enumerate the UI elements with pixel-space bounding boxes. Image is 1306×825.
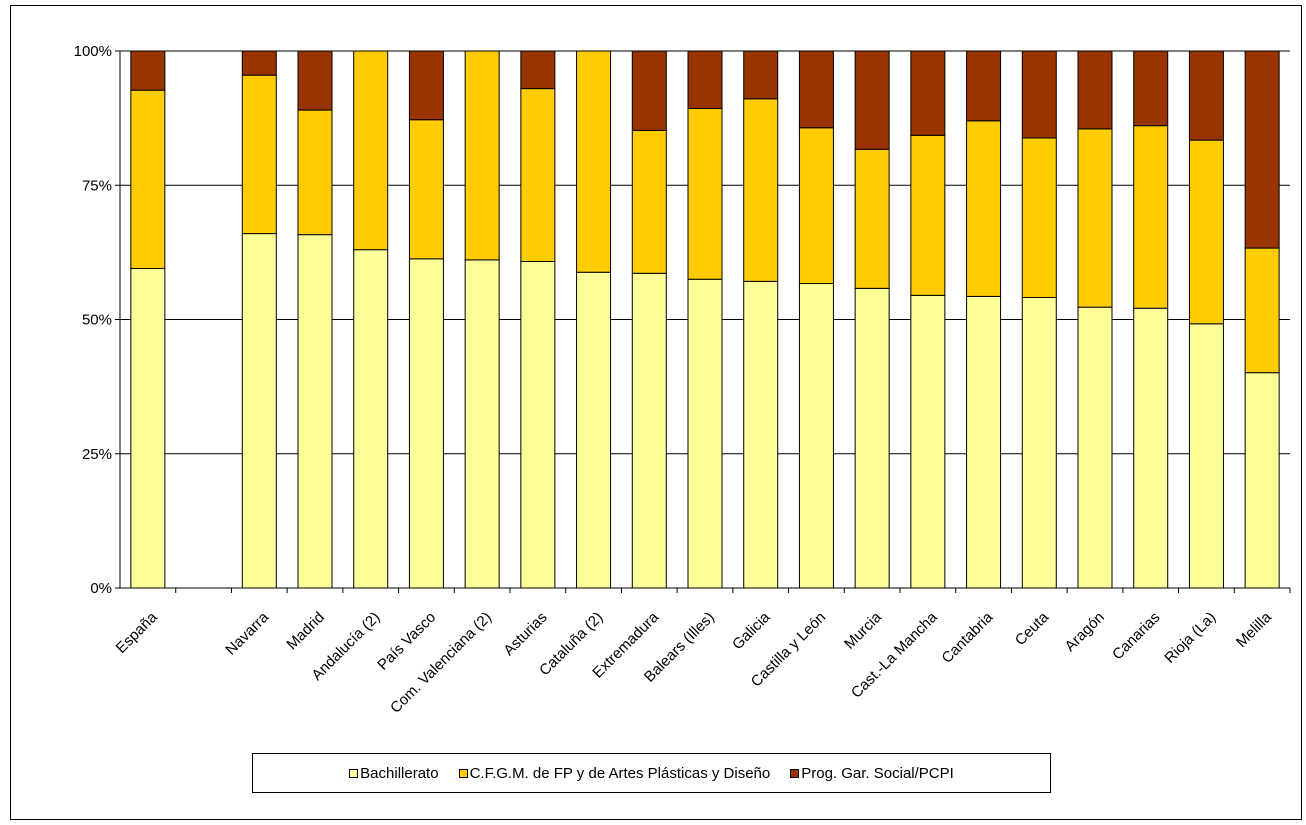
- x-tick-label: Ceuta: [1012, 608, 1053, 649]
- bar-segment-pcpi: [631, 50, 667, 131]
- bar-segment-cfgm: [353, 50, 389, 251]
- bar-segment-cfgm: [687, 107, 723, 280]
- y-axis-ticks: 0% 25% 50% 75% 100%: [74, 43, 120, 597]
- bar-segment-cfgm: [1021, 137, 1057, 298]
- bar-segment-bachillerato: [297, 234, 333, 589]
- y-tick-label: 75%: [82, 177, 112, 194]
- bar-segment-bachillerato: [353, 249, 389, 589]
- bars: [130, 50, 1280, 589]
- bar-segment-bachillerato: [1188, 323, 1224, 589]
- y-tick-label: 0%: [90, 580, 112, 597]
- y-tick-label: 25%: [82, 446, 112, 463]
- bar-segment-pcpi: [743, 50, 779, 100]
- bar-segment-pcpi: [241, 50, 277, 76]
- x-tick-label: Murcia: [841, 608, 885, 652]
- bar-segment-cfgm: [1188, 139, 1224, 325]
- legend-swatch-cfgm: [458, 768, 468, 778]
- bar-segment-pcpi: [520, 50, 556, 90]
- bar-segment-pcpi: [966, 50, 1002, 122]
- bar-segment-cfgm: [576, 50, 612, 273]
- bar-segment-bachillerato: [798, 283, 834, 589]
- y-tick-label: 100%: [74, 43, 112, 60]
- bar-segment-cfgm: [1244, 247, 1280, 374]
- bar-segment-cfgm: [408, 119, 444, 260]
- x-tick-label: Asturias: [500, 609, 550, 659]
- bar-segment-cfgm: [631, 129, 667, 274]
- bar-segment-pcpi: [798, 50, 834, 129]
- bar-segment-pcpi: [1188, 50, 1224, 141]
- bar-segment-pcpi: [1077, 50, 1113, 130]
- bar-segment-bachillerato: [1077, 306, 1113, 589]
- x-tick-label: Com. Valenciana (2): [387, 609, 495, 717]
- bar-segment-pcpi: [130, 50, 166, 91]
- bar-segment-pcpi: [1133, 50, 1169, 127]
- x-tick-label: España: [113, 608, 161, 656]
- bar-segment-cfgm: [1133, 125, 1169, 309]
- bar-segment-cfgm: [910, 134, 946, 296]
- bar-segment-cfgm: [798, 127, 834, 285]
- x-tick-label: Aragón: [1062, 609, 1108, 655]
- bar-segment-bachillerato: [743, 280, 779, 589]
- bar-segment-cfgm: [130, 89, 166, 269]
- legend-swatch-bachillerato: [349, 768, 359, 778]
- bar-segment-cfgm: [520, 88, 556, 263]
- legend-swatch-pcpi: [790, 768, 800, 778]
- bar-segment-bachillerato: [520, 261, 556, 589]
- x-tick-label: Galicia: [729, 608, 774, 653]
- bar-segment-pcpi: [408, 50, 444, 121]
- bar-segment-pcpi: [854, 50, 890, 150]
- x-tick-label: Rioja (La): [1161, 609, 1219, 667]
- bar-segment-cfgm: [743, 98, 779, 282]
- legend-label-cfgm: C.F.G.M. de FP y de Artes Plásticas y Di…: [469, 764, 771, 782]
- bar-segment-bachillerato: [464, 259, 500, 589]
- bar-segment-cfgm: [464, 50, 500, 261]
- x-tick-label: Cantabria: [938, 608, 996, 666]
- bar-segment-bachillerato: [1021, 296, 1057, 589]
- bar-segment-bachillerato: [687, 278, 723, 589]
- bar-segment-pcpi: [910, 50, 946, 136]
- legend-item-bachillerato: Bachillerato: [349, 764, 439, 782]
- bar-segment-bachillerato: [241, 233, 277, 589]
- x-tick-label: Madrid: [283, 609, 327, 653]
- x-tick-label: Melilla: [1233, 608, 1276, 651]
- bar-segment-bachillerato: [854, 287, 890, 589]
- bar-segment-bachillerato: [910, 294, 946, 589]
- bar-segment-cfgm: [297, 109, 333, 236]
- legend-label-pcpi: Prog. Gar. Social/PCPI: [801, 764, 954, 782]
- bar-segment-pcpi: [297, 50, 333, 111]
- bar-segment-pcpi: [1244, 50, 1280, 249]
- bar-segment-bachillerato: [130, 267, 166, 589]
- bar-segment-cfgm: [966, 120, 1002, 297]
- legend-label-bachillerato: Bachillerato: [360, 764, 439, 782]
- x-tick-label: Navarra: [222, 608, 272, 658]
- legend-item-cfgm: C.F.G.M. de FP y de Artes Plásticas y Di…: [458, 764, 771, 782]
- bar-segment-pcpi: [687, 50, 723, 109]
- bar-segment-cfgm: [1077, 128, 1113, 308]
- bar-segment-bachillerato: [1133, 307, 1169, 589]
- bar-segment-bachillerato: [631, 272, 667, 589]
- bar-segment-pcpi: [1021, 50, 1057, 139]
- bar-segment-cfgm: [241, 74, 277, 235]
- bar-segment-bachillerato: [1244, 372, 1280, 589]
- legend-item-pcpi: Prog. Gar. Social/PCPI: [790, 765, 954, 782]
- bar-segment-bachillerato: [576, 271, 612, 589]
- y-tick-label: 50%: [82, 312, 112, 329]
- bar-segment-cfgm: [854, 148, 890, 289]
- bar-segment-bachillerato: [966, 295, 1002, 589]
- x-tick-label: Canarias: [1109, 609, 1163, 663]
- legend: Bachillerato C.F.G.M. de FP y de Artes P…: [252, 753, 1051, 793]
- bar-segment-bachillerato: [408, 258, 444, 589]
